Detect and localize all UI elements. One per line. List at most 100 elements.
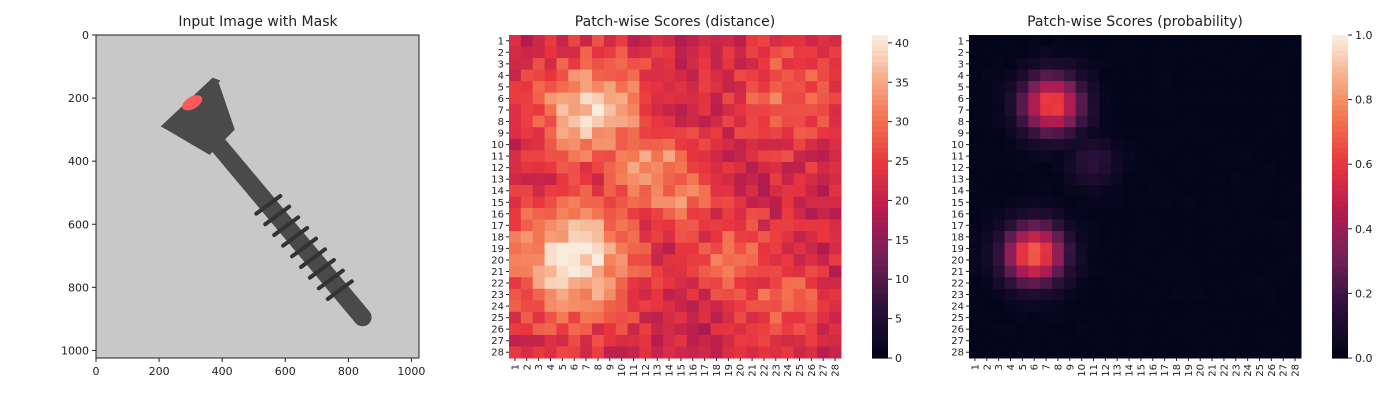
x-tick-label: 6	[1030, 364, 1041, 370]
heatmap-cell	[734, 115, 747, 128]
heatmap-cell	[817, 173, 830, 186]
heatmap-cell	[1075, 300, 1089, 313]
heatmap-cell	[734, 150, 747, 163]
heatmap-cell	[1277, 196, 1290, 209]
heatmap-cell	[781, 277, 795, 290]
colorbar-segment	[872, 88, 888, 95]
heatmap-cell	[758, 219, 771, 232]
colorbar-segment	[872, 239, 888, 246]
heatmap-cell	[829, 58, 842, 71]
colorbar-segment	[872, 314, 888, 321]
heatmap-cell	[781, 150, 795, 163]
heatmap-cell	[1099, 173, 1112, 186]
heatmap-cell	[817, 311, 830, 324]
heatmap-cell	[568, 69, 581, 82]
heatmap-cell	[710, 161, 723, 174]
heatmap-cell	[686, 35, 700, 48]
heatmap-cell	[1218, 127, 1231, 140]
heatmap-cell	[1087, 219, 1100, 232]
heatmap-cell	[1253, 161, 1266, 174]
heatmap-cell	[829, 69, 842, 82]
heatmap-cell	[1218, 254, 1231, 267]
heatmap-cell	[1135, 92, 1148, 105]
heatmap-cell	[969, 277, 982, 290]
heatmap-cell	[1218, 92, 1231, 105]
heatmap-cell	[1004, 46, 1017, 59]
heatmap-cell	[1111, 219, 1124, 232]
heatmap-cell	[603, 138, 617, 151]
heatmap-cell	[829, 81, 842, 94]
heatmap-cell	[829, 219, 842, 232]
heatmap-cell	[675, 127, 688, 140]
heatmap-cell	[615, 138, 629, 151]
heatmap-cell	[1158, 254, 1172, 267]
heatmap-cell	[710, 300, 723, 313]
heatmap-cell	[509, 242, 522, 255]
heatmap-cell	[769, 277, 783, 290]
heatmap-cell	[992, 138, 1006, 151]
heatmap-cell	[980, 265, 994, 278]
heatmap-cell	[1099, 35, 1112, 48]
heatmap-cell	[580, 104, 593, 117]
x-tick-label: 10	[1077, 364, 1088, 377]
heatmap-cell	[1016, 196, 1029, 209]
y-tick-label: 18	[951, 232, 964, 243]
heatmap-cell	[722, 346, 735, 359]
heatmap-cell	[1146, 138, 1160, 151]
heatmap-cell	[675, 184, 688, 197]
heatmap-cell	[1229, 127, 1243, 140]
heatmap-cell	[1289, 254, 1302, 267]
heatmap-cell	[1218, 58, 1231, 71]
heatmap-cell	[686, 346, 700, 359]
heatmap-cell	[1075, 334, 1089, 347]
heatmap-cell	[805, 115, 818, 128]
heatmap-cell	[1135, 69, 1148, 82]
heatmap-cell	[568, 173, 581, 186]
heatmap-cell	[544, 69, 557, 82]
screw-thread	[281, 225, 310, 248]
heatmap-cell	[1158, 219, 1172, 232]
heatmap-cell	[1158, 231, 1172, 244]
heatmap-cell	[1206, 231, 1219, 244]
heatmap-cell	[580, 92, 593, 105]
heatmap-cell	[710, 277, 723, 290]
anomaly-mask	[182, 95, 203, 111]
x-tick-label: 1	[970, 364, 981, 370]
heatmap-cell	[568, 334, 581, 347]
heatmap-cell	[1099, 127, 1112, 140]
heatmap-cell	[1277, 254, 1290, 267]
heatmap-cell	[734, 81, 747, 94]
heatmap-cell	[1028, 161, 1041, 174]
heatmap-cell	[829, 127, 842, 140]
heatmap-cell	[1265, 277, 1278, 290]
heatmap-cell	[1241, 69, 1255, 82]
heatmap-cell	[1289, 242, 1302, 255]
heatmap-cell	[1194, 104, 1207, 117]
heatmap-cell	[805, 35, 818, 48]
heatmap-cell	[817, 346, 830, 359]
heatmap-cell	[829, 46, 842, 59]
heatmap-cell	[651, 231, 664, 244]
heatmap-cell	[710, 323, 723, 336]
y-tick-label: 22	[951, 279, 964, 290]
heatmap-cell	[1087, 69, 1100, 82]
heatmap-cell	[1182, 58, 1195, 71]
heatmap-cell	[969, 173, 982, 186]
heatmap-cell	[1289, 115, 1302, 128]
heatmap-cell	[969, 104, 982, 117]
colorbar-segment	[872, 234, 888, 241]
heatmap-cell	[1004, 173, 1017, 186]
y-tick-label: 19	[491, 244, 504, 255]
heatmap-cell	[1206, 69, 1219, 82]
heatmap-cell	[1004, 300, 1017, 313]
heatmap-cell	[1016, 81, 1029, 94]
heatmap-cell	[532, 161, 546, 174]
heatmap-cell	[1063, 254, 1077, 267]
heatmap-cell	[710, 346, 723, 359]
heatmap-cell	[1111, 115, 1124, 128]
heatmap-cell	[817, 104, 830, 117]
heatmap-cell	[1040, 277, 1053, 290]
heatmap-cell	[746, 300, 759, 313]
heatmap-cell	[663, 242, 676, 255]
heatmap-cell	[1182, 311, 1195, 324]
